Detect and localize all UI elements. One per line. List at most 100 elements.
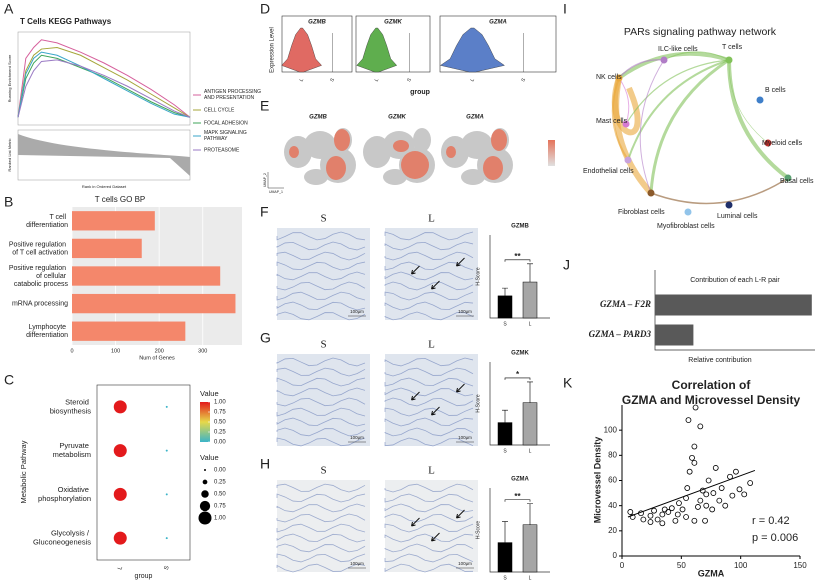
- bar: [522, 402, 538, 446]
- size-legend-label: 0.50: [214, 492, 226, 498]
- significance: *: [516, 370, 520, 379]
- bar: [72, 211, 155, 231]
- network-title: PARs signaling pathway network: [624, 26, 777, 38]
- chart-title: Correlation of: [672, 378, 752, 392]
- panel-label: A: [4, 1, 14, 17]
- colorbar-label: 0.75: [214, 410, 226, 416]
- bar: [497, 542, 513, 573]
- scale-bar-label: 100μm: [458, 561, 472, 566]
- ihc-texture: [276, 377, 366, 387]
- category-label: Steroid biosynthesis: [50, 397, 92, 415]
- arrow: [456, 257, 465, 267]
- point: [729, 492, 736, 499]
- error-bar: [502, 409, 508, 423]
- ihc-texture: [384, 553, 474, 563]
- violin-frame: [355, 15, 431, 73]
- significance-bracket: [504, 499, 531, 502]
- point: [691, 459, 698, 466]
- colorbar-label: 0.25: [214, 430, 226, 436]
- point: [722, 502, 729, 509]
- x-tick-label: 200: [155, 348, 164, 354]
- y-tick-label: 40: [608, 501, 617, 510]
- x-tick-label: 300: [198, 348, 207, 354]
- legend-label: ANTIGEN PROCESSING AND PRESENTATION: [204, 89, 262, 101]
- scale-bar-label: 100μm: [350, 561, 364, 566]
- network-edge: [625, 59, 730, 125]
- legend-label: CELL CYCLE: [204, 107, 235, 113]
- point: [647, 512, 654, 519]
- x-tick-label: S: [503, 575, 507, 581]
- violin-frame: [439, 15, 557, 73]
- umap-expression: [393, 140, 409, 152]
- colorbar-label: 0.50: [214, 420, 226, 426]
- size-legend-dot: [204, 469, 206, 471]
- group-label: L: [374, 77, 381, 83]
- ihc-texture: [276, 387, 366, 397]
- size-legend-label: 0.00: [214, 468, 226, 474]
- significance: **: [514, 252, 521, 261]
- point: [640, 516, 647, 523]
- point: [659, 511, 666, 518]
- category-label: Pyruvate metabolism: [53, 441, 91, 459]
- x-tick-label: 0: [620, 561, 625, 570]
- significance-bracket: [504, 377, 531, 380]
- network-edge: [617, 51, 730, 80]
- line-series: [17, 46, 191, 118]
- point: [686, 468, 693, 475]
- ihc-texture: [384, 291, 474, 301]
- umap-cells: [461, 169, 485, 185]
- ihc-texture: [276, 367, 366, 377]
- arrow: [456, 509, 465, 519]
- point: [685, 417, 692, 424]
- y-axis-label: Microvessel Density: [592, 437, 602, 524]
- point: [661, 506, 668, 513]
- point: [712, 465, 719, 471]
- ihc-texture: [276, 261, 366, 271]
- chart-title: GZMA and Microvessel Density: [622, 393, 801, 407]
- umap-cells: [413, 128, 431, 152]
- error-bar: [502, 287, 508, 296]
- ihc-texture: [276, 513, 366, 523]
- point: [674, 511, 681, 518]
- ihc-texture: [384, 513, 474, 523]
- x-tick-label: L: [117, 565, 124, 571]
- umap-expression: [483, 156, 503, 180]
- point: [629, 514, 636, 520]
- ihc-texture: [384, 251, 474, 261]
- ihc-texture: [276, 563, 366, 573]
- x-tick-label: L: [529, 448, 532, 454]
- x-tick-label: 50: [677, 561, 686, 570]
- y-tick-label: 80: [608, 450, 617, 459]
- gene-title: GZMA: [466, 115, 484, 121]
- ihc-texture: [384, 483, 474, 493]
- bar: [497, 422, 513, 446]
- node-label: Fibroblast cells: [618, 209, 665, 216]
- node-label: Myeloid cells: [762, 140, 803, 147]
- ihc-texture: [276, 483, 366, 493]
- network-edge: [728, 59, 769, 144]
- chart-title: GZMA: [511, 477, 529, 483]
- ihc-texture: [384, 407, 474, 417]
- point: [676, 500, 682, 507]
- ihc-texture: [276, 301, 366, 311]
- node-label: ILC-like cells: [658, 46, 698, 53]
- ihc-label: S: [320, 213, 326, 225]
- dot: [165, 493, 168, 496]
- network-edge: [650, 177, 789, 205]
- network-node: [725, 56, 733, 64]
- panel-label: G: [260, 330, 271, 346]
- ihc-texture: [276, 311, 366, 321]
- group-label: S: [406, 77, 413, 83]
- node-label: T cells: [722, 44, 743, 51]
- network-node: [784, 174, 792, 182]
- category-label: GZMA – F2R: [600, 299, 651, 309]
- rank-metric: [18, 134, 190, 176]
- dot: [113, 400, 127, 414]
- point: [665, 509, 672, 515]
- point: [703, 502, 710, 509]
- category-label: Positive regulation of cellular cataboli…: [9, 265, 69, 288]
- arrow: [431, 406, 440, 416]
- x-tick-label: 150: [793, 561, 807, 570]
- ihc-texture: [276, 437, 366, 447]
- arrow: [411, 265, 420, 275]
